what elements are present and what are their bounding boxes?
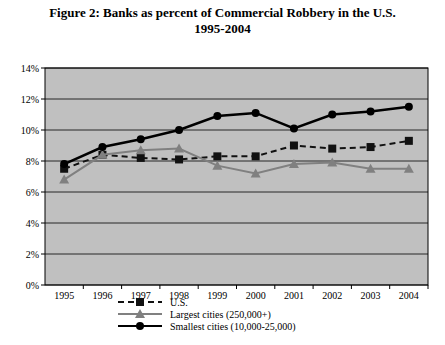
grid-line bbox=[45, 130, 428, 131]
x-tick bbox=[198, 285, 199, 289]
point bbox=[252, 109, 260, 117]
x-tick bbox=[274, 285, 275, 289]
point bbox=[405, 103, 413, 111]
point bbox=[366, 164, 376, 173]
point bbox=[137, 135, 145, 143]
point bbox=[137, 154, 145, 162]
y-tick-label: 2% bbox=[26, 249, 39, 260]
subtitle: 1995-2004 bbox=[194, 21, 251, 36]
grid-line bbox=[45, 254, 428, 255]
y-tick bbox=[41, 161, 45, 162]
legend-label: Largest cities (250,000+) bbox=[170, 309, 271, 321]
legend-label: U.S. bbox=[170, 297, 188, 308]
point bbox=[251, 168, 261, 177]
x-tick-label: 2002 bbox=[322, 290, 342, 301]
plot-frame bbox=[45, 68, 428, 285]
point bbox=[59, 175, 69, 184]
grid-line bbox=[45, 161, 428, 162]
point bbox=[405, 137, 413, 145]
x-tick-label: 2001 bbox=[284, 290, 304, 301]
point bbox=[290, 142, 298, 150]
point bbox=[174, 144, 184, 153]
point bbox=[327, 158, 337, 167]
y-tick bbox=[41, 192, 45, 193]
series-line bbox=[64, 107, 409, 164]
x-tick-label: 1995 bbox=[54, 290, 74, 301]
y-tick-label: 14% bbox=[21, 63, 39, 74]
point bbox=[60, 160, 68, 168]
series-group bbox=[59, 103, 414, 184]
point bbox=[252, 152, 260, 160]
title: Figure 2: Banks as percent of Commercial… bbox=[49, 5, 396, 20]
grid-line bbox=[45, 223, 428, 224]
point bbox=[328, 111, 336, 119]
x-tick-label: 2003 bbox=[361, 290, 381, 301]
x-tick bbox=[428, 285, 429, 289]
grid-line bbox=[45, 99, 428, 100]
point bbox=[98, 143, 106, 151]
y-tick bbox=[41, 285, 45, 286]
x-tick bbox=[121, 285, 122, 289]
x-tick bbox=[159, 285, 160, 289]
point bbox=[175, 126, 183, 134]
point bbox=[404, 164, 414, 173]
y-tick bbox=[41, 68, 45, 69]
x-tick-label: 2004 bbox=[399, 290, 419, 301]
y-tick bbox=[41, 99, 45, 100]
y-tick-label: 10% bbox=[21, 125, 39, 136]
point bbox=[367, 143, 375, 151]
x-tick bbox=[389, 285, 390, 289]
chart: Figure 2: Banks as percent of Commercial… bbox=[0, 0, 445, 345]
x-tick-label: 1996 bbox=[92, 290, 112, 301]
x-tick-label: 1999 bbox=[207, 290, 227, 301]
x-tick bbox=[83, 285, 84, 289]
point bbox=[289, 159, 299, 168]
legend-label: Smallest cities (10,000-25,000) bbox=[170, 321, 296, 333]
y-tick bbox=[41, 254, 45, 255]
y-tick-label: 4% bbox=[26, 218, 39, 229]
point bbox=[97, 150, 107, 159]
legend-marker bbox=[135, 309, 145, 318]
x-tick bbox=[351, 285, 352, 289]
x-tick bbox=[236, 285, 237, 289]
y-tick bbox=[41, 223, 45, 224]
grid-line bbox=[45, 192, 428, 193]
legend-marker bbox=[136, 298, 144, 306]
point bbox=[136, 145, 146, 154]
point bbox=[213, 152, 221, 160]
point bbox=[290, 124, 298, 132]
x-tick-label: 2000 bbox=[246, 290, 266, 301]
y-tick-label: 12% bbox=[21, 94, 39, 105]
point bbox=[175, 155, 183, 163]
point bbox=[328, 145, 336, 153]
point bbox=[212, 161, 222, 170]
point bbox=[367, 107, 375, 115]
point bbox=[213, 112, 221, 120]
y-tick bbox=[41, 130, 45, 131]
y-tick-label: 0% bbox=[26, 280, 39, 291]
y-tick-label: 8% bbox=[26, 156, 39, 167]
plot-area bbox=[45, 68, 428, 285]
legend-marker bbox=[136, 322, 144, 330]
y-tick-label: 6% bbox=[26, 187, 39, 198]
series-line bbox=[64, 149, 409, 180]
x-tick bbox=[313, 285, 314, 289]
